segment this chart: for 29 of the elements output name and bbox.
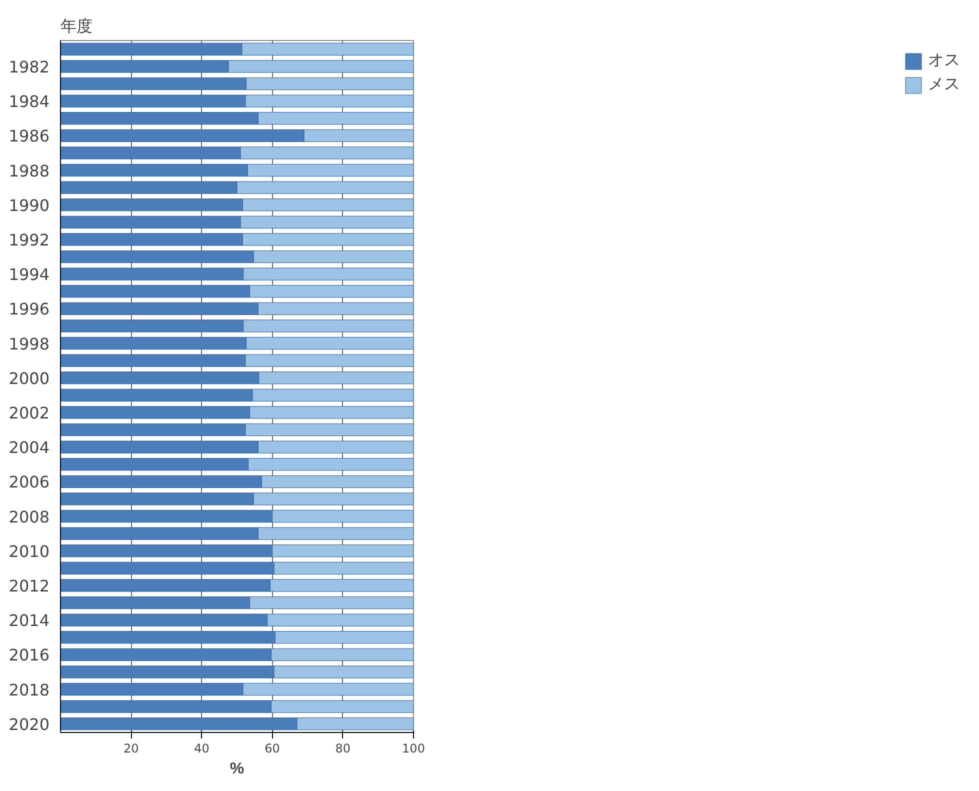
y-tick-label: 2000 (8, 368, 50, 388)
y-tick-label: 2006 (8, 472, 50, 492)
legend-label: オス (928, 51, 960, 71)
y-tick-label: 2014 (8, 611, 50, 630)
legend-label: メス (928, 75, 960, 95)
y-tick-label: 2008 (8, 507, 50, 526)
y-axis-title: 年度 (60, 16, 92, 36)
y-tick-label: 1990 (8, 196, 50, 215)
y-tick-label: 1986 (8, 126, 50, 146)
y-tick-label: 2012 (8, 576, 50, 596)
y-tick-label: 1994 (8, 265, 50, 284)
y-tick-label: 2002 (8, 403, 50, 422)
y-tick-label: 2018 (8, 680, 50, 700)
y-tick-label: 1992 (8, 230, 50, 250)
y-tick-label: 2020 (8, 714, 50, 734)
x-tick-label: 80 (335, 742, 351, 756)
x-tick-label: 60 (264, 742, 280, 756)
x-axis-title: % (230, 760, 244, 778)
x-tick-label: 20 (123, 742, 139, 756)
y-tick-label: 2004 (8, 438, 50, 458)
y-tick-label: 1988 (8, 161, 50, 180)
y-tick-label: 2016 (8, 646, 50, 665)
y-tick-label: 1998 (8, 334, 50, 354)
y-tick-label: 2010 (8, 542, 50, 561)
x-tick-label: 100 (402, 742, 425, 756)
y-tick-label: 1984 (8, 92, 50, 112)
y-tick-label: 1982 (8, 57, 50, 76)
y-tick-label: 1996 (8, 300, 50, 319)
x-tick-label: 40 (194, 742, 210, 756)
